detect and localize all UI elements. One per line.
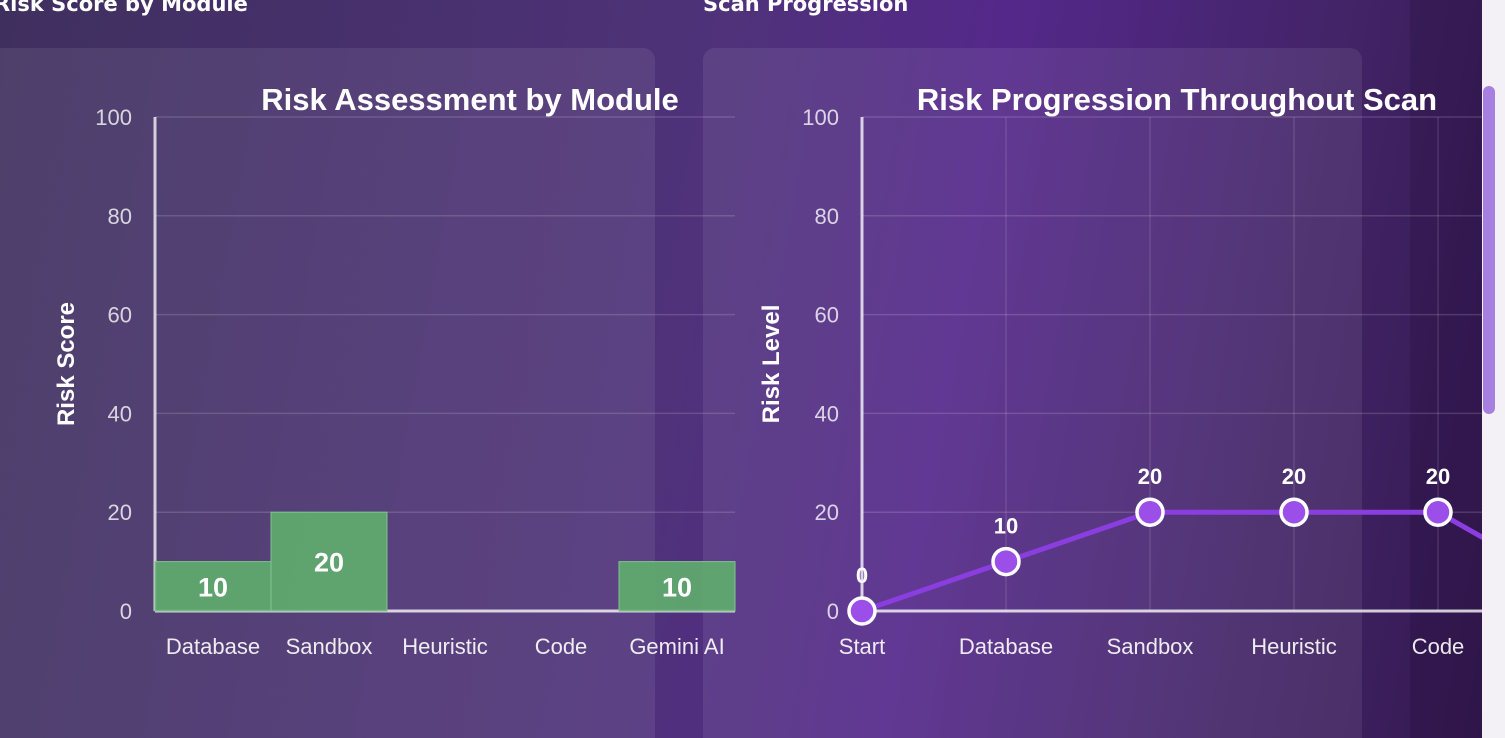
bar-x-tick-label: Database	[166, 634, 260, 659]
line-y-tick-label: 100	[802, 105, 839, 130]
line-point-database	[991, 546, 1021, 577]
bar-y-tick-label: 40	[108, 401, 132, 426]
progression-section-title: Scan Progression	[703, 0, 909, 16]
bar-x-tick-label: Code	[535, 634, 588, 659]
bar-y-tick-label: 60	[108, 303, 132, 328]
line-chart-title: Risk Progression Throughout Scan	[917, 82, 1437, 117]
bar-chart-title: Risk Assessment by Module	[261, 82, 679, 117]
line-y-axis-title: Risk Level	[758, 305, 785, 424]
bar-data-label: 10	[662, 572, 692, 602]
line-x-tick-label: Code	[1412, 634, 1465, 659]
line-data-label: 0	[856, 563, 868, 588]
bar-data-label: 10	[198, 572, 228, 602]
bar-x-tick-label: Sandbox	[286, 634, 373, 659]
line-point-start	[847, 596, 877, 626]
line-data-label: 20	[1426, 464, 1450, 489]
bar-gemini-ai	[618, 561, 736, 612]
line-y-tick-label: 40	[815, 401, 839, 426]
scrollbar-thumb[interactable]	[1483, 86, 1495, 414]
line-data-label: 20	[1138, 464, 1162, 489]
line-x-tick-label: Heuristic	[1251, 634, 1337, 659]
progression-chart-card	[703, 48, 1362, 738]
line-data-label: 20	[1282, 464, 1306, 489]
line-x-tick-label: Start	[839, 634, 885, 659]
line-y-tick-label: 60	[815, 303, 839, 328]
line-y-tick-label: 20	[815, 500, 839, 525]
bar-y-tick-label: 20	[108, 500, 132, 525]
line-x-tick-label: Database	[959, 634, 1053, 659]
bar-y-tick-label: 80	[108, 204, 132, 229]
line-data-label: 10	[994, 514, 1018, 539]
bar-sandbox	[270, 511, 388, 612]
line-point-code	[1423, 497, 1453, 527]
line-point-sandbox	[1135, 497, 1165, 527]
bar-database	[154, 561, 272, 612]
bar-x-tick-label: Gemini AI	[629, 634, 724, 659]
line-x-tick-label: Sandbox	[1107, 634, 1194, 659]
bar-data-label: 20	[314, 548, 344, 578]
module-section-title: Risk Score by Module	[0, 0, 248, 16]
line-y-tick-label: 80	[815, 204, 839, 229]
line-y-tick-label: 0	[827, 599, 839, 624]
bar-y-tick-label: 100	[95, 105, 132, 130]
module-chart-card	[0, 48, 655, 738]
line-series-path	[861, 509, 1500, 614]
bar-y-axis-title: Risk Score	[53, 302, 80, 426]
line-point-heuristic	[1279, 497, 1309, 527]
bar-x-tick-label: Heuristic	[402, 634, 488, 659]
bar-y-tick-label: 0	[120, 599, 132, 624]
side-panel	[1410, 0, 1482, 738]
